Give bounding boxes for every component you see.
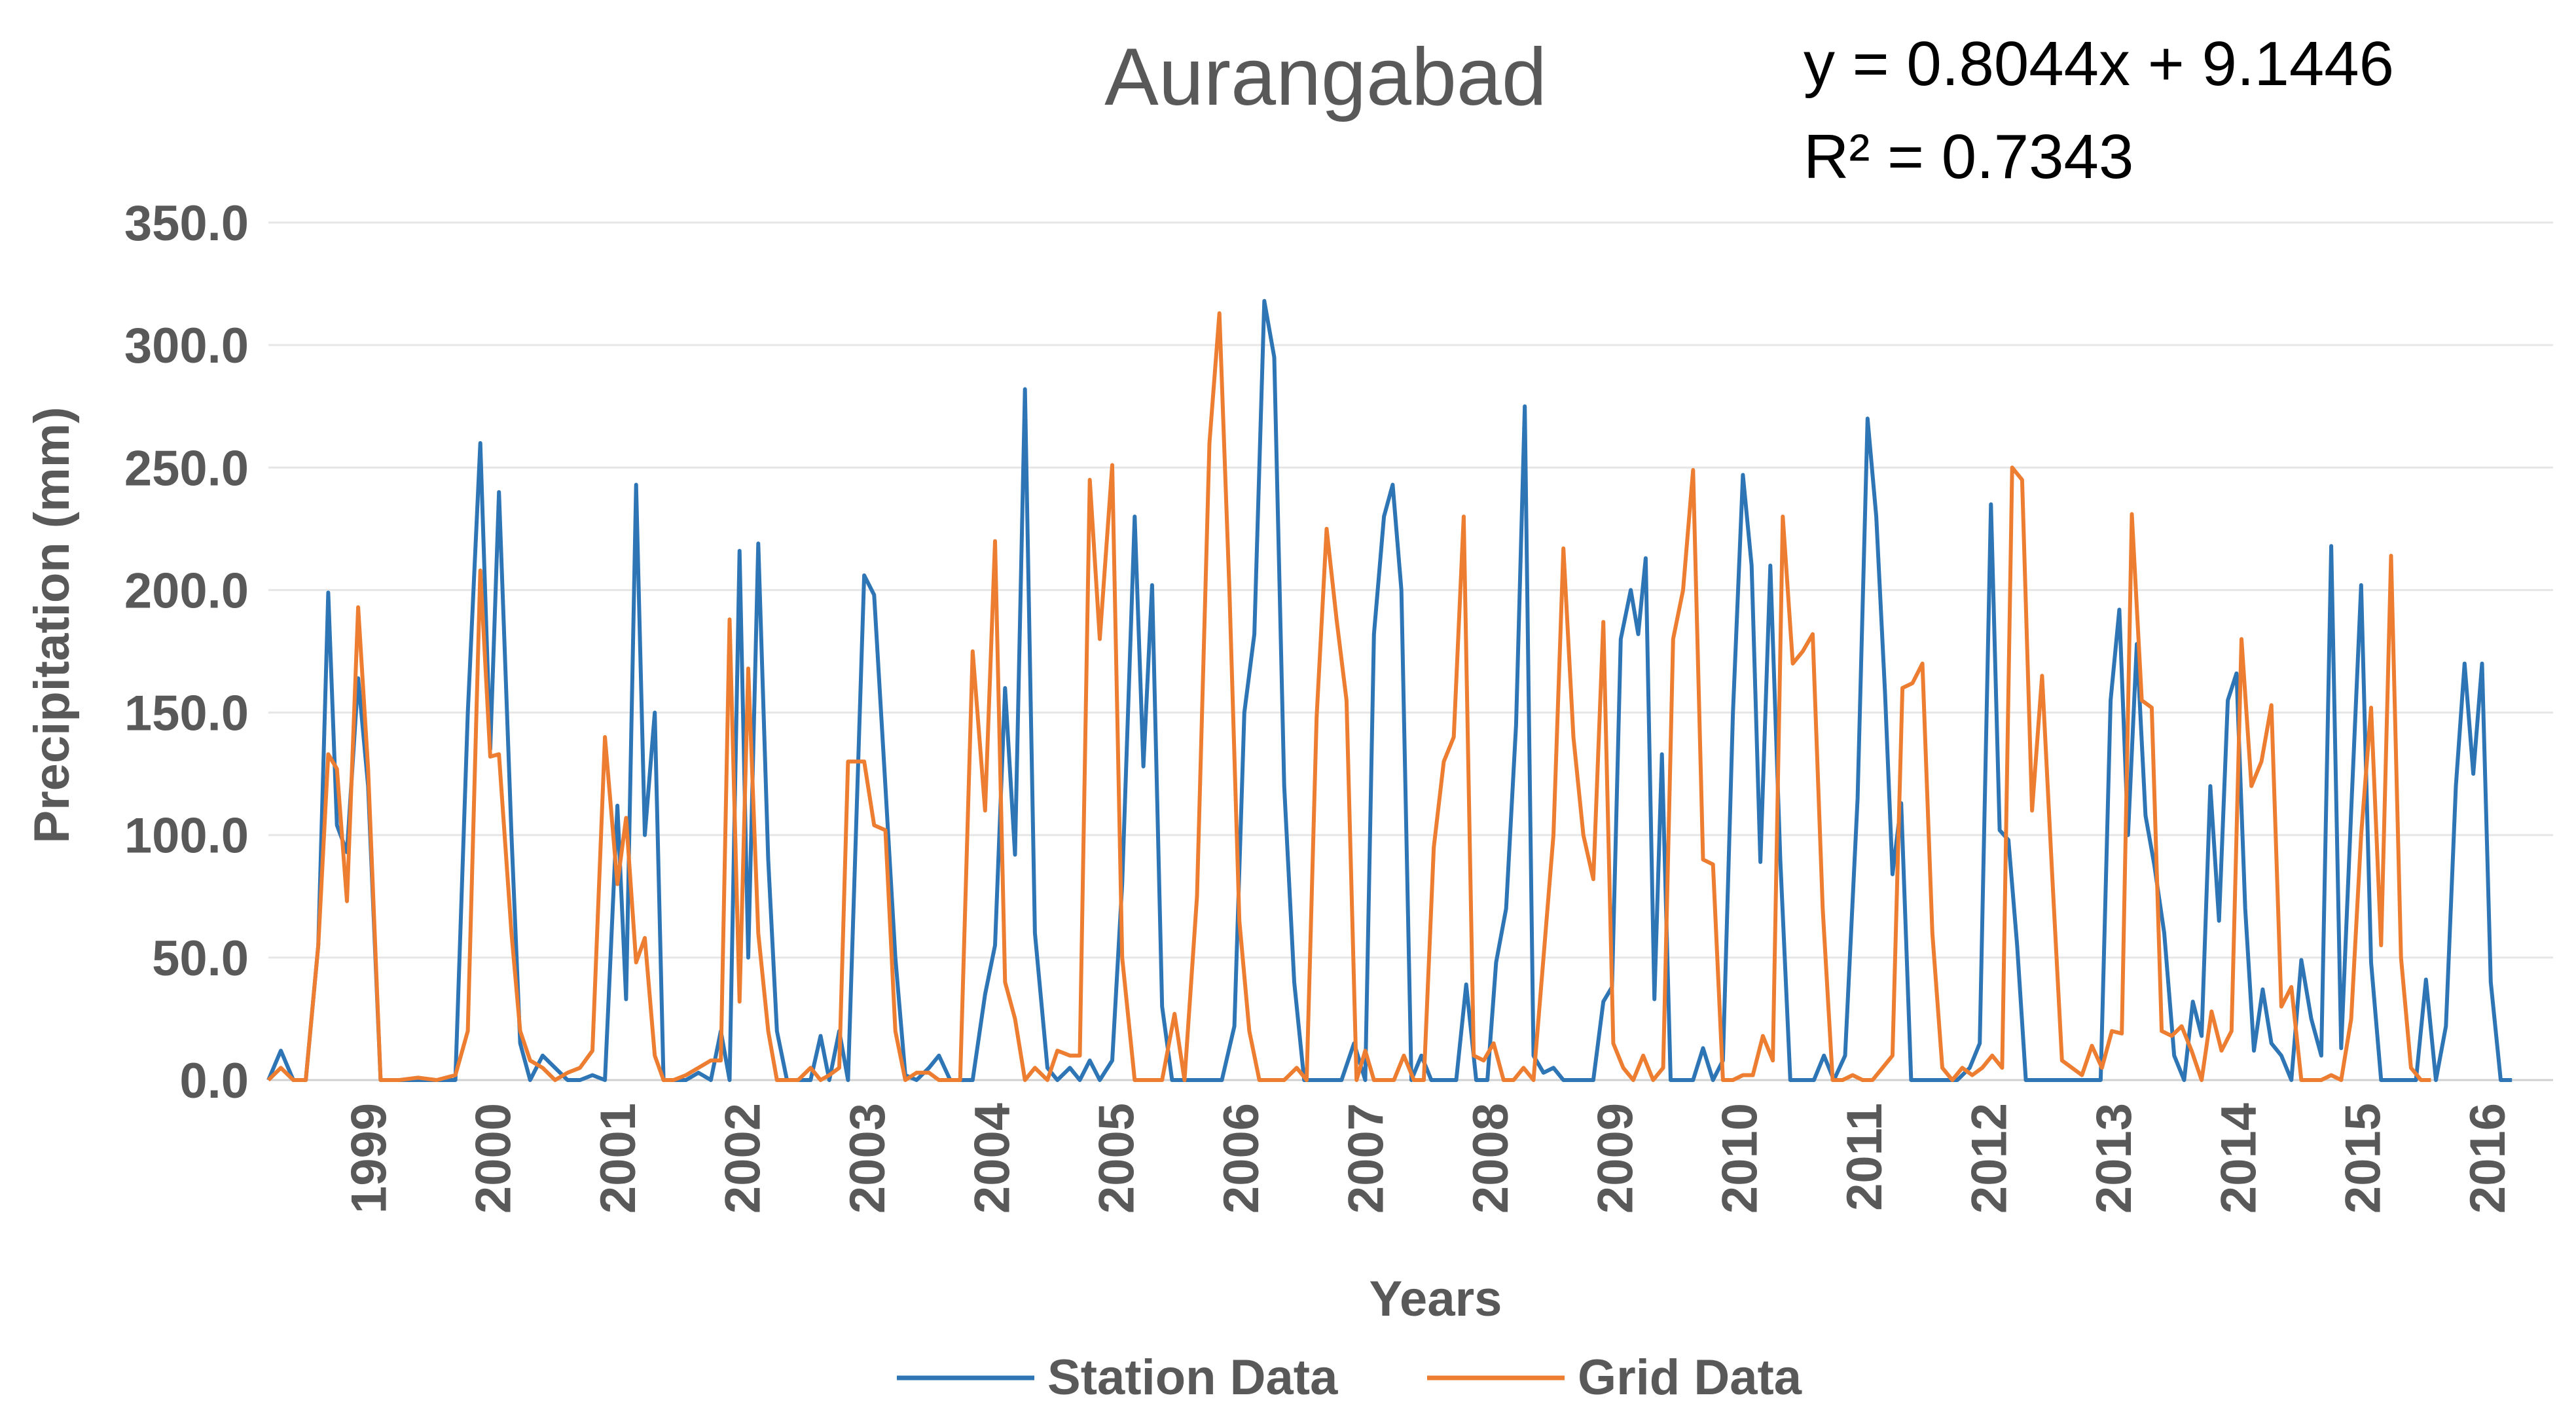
x-axis-label: Years	[1370, 1271, 1502, 1327]
y-tick-label: 100.0	[124, 808, 249, 864]
x-tick-label: 2014	[2211, 1103, 2266, 1214]
x-tick-label: 2005	[1089, 1103, 1145, 1214]
x-tick-label: 2000	[466, 1103, 522, 1214]
x-tick-label: 2007	[1339, 1103, 1394, 1214]
y-tick-label: 50.0	[152, 931, 249, 986]
x-tick-label: 2003	[840, 1103, 896, 1214]
x-tick-label: 2002	[716, 1103, 771, 1214]
y-tick-label: 0.0	[179, 1053, 249, 1109]
y-axis-label: Precipitation (mm)	[24, 406, 80, 843]
x-tick-label: 2001	[590, 1103, 646, 1214]
series-layer	[266, 298, 2513, 1082]
x-tick-label: 2012	[1961, 1103, 2017, 1214]
station-data-line	[266, 298, 2513, 1082]
y-tick-label: 350.0	[124, 196, 249, 251]
x-tick-label: 1999	[341, 1103, 397, 1214]
legend-grid-label: Grid Data	[1578, 1350, 1802, 1405]
x-tick-label: 2011	[1837, 1103, 1893, 1211]
y-tick-label: 200.0	[124, 563, 249, 619]
y-tick-label: 300.0	[124, 318, 249, 374]
x-tick-label: 2010	[1713, 1103, 1768, 1214]
legend-station-label: Station Data	[1047, 1350, 1338, 1405]
y-axis-ticks: 0.0 50.0 100.0 150.0 200.0 250.0 300.0 350.0	[124, 196, 249, 1109]
x-tick-label: 2006	[1214, 1103, 1269, 1214]
y-tick-label: 250.0	[124, 441, 249, 496]
chart-title: Aurangabad	[1104, 32, 1547, 122]
x-tick-label: 2013	[2086, 1103, 2142, 1214]
x-axis-ticks: 1999 2000 2001 2002 2003 2004 2005 2006 2007 2008…	[341, 1103, 2516, 1214]
y-tick-label: 150.0	[124, 686, 249, 742]
r-squared-label: R² = 0.7343	[1804, 122, 2133, 192]
grid-data-line	[266, 311, 2431, 1082]
legend: Station Data Grid Data	[897, 1350, 1802, 1405]
grid-layer	[268, 221, 2553, 1081]
x-tick-label: 2008	[1463, 1103, 1519, 1214]
x-tick-label: 2009	[1587, 1103, 1643, 1214]
trendline-equation: y = 0.8044x + 9.1446	[1804, 29, 2394, 99]
x-tick-label: 2015	[2336, 1103, 2391, 1214]
x-tick-label: 2004	[964, 1103, 1020, 1214]
x-tick-label: 2016	[2460, 1103, 2516, 1214]
